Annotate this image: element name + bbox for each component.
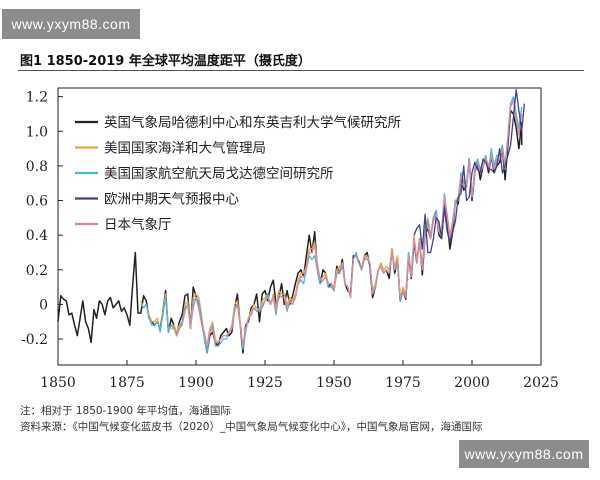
legend-label: 日本气象厅 — [104, 217, 172, 233]
x-tick-label: 1950 — [316, 375, 352, 391]
legend-label: 英国气象局哈德利中心和东英吉利大学气候研究所 — [104, 114, 401, 131]
y-tick-label: 0.6 — [26, 194, 48, 210]
y-tick-label: 1.2 — [26, 90, 48, 106]
series-layer — [57, 89, 526, 354]
source-note: 资料来源：《中国气候变化蓝皮书（2020）_中国气象局气候变化中心》，中国气象局… — [20, 421, 483, 433]
legend: 英国气象局哈德利中心和东英吉利大学气候研究所美国国家海洋和大气管理局美国国家航空… — [75, 114, 401, 233]
x-tick-label: 2025 — [523, 375, 559, 391]
footnote: 注：相对于 1850-1900 年平均值，海通国际 — [20, 405, 231, 417]
x-tick-label: 1850 — [40, 375, 76, 391]
figure-title: 图1 1850-2019 年全球平均温度距平（摄氏度） — [20, 54, 311, 69]
y-axis: -0.2 0 0.2 0.4 0.6 0.8 1.0 1.2 — [21, 90, 63, 348]
x-tick-label: 1925 — [247, 375, 283, 391]
x-tick-label: 2000 — [454, 375, 490, 391]
x-tick-label: 1875 — [109, 375, 145, 391]
watermark-top: www.yxym88.com — [2, 9, 140, 39]
y-tick-label: 0.4 — [26, 228, 48, 244]
x-tick-label: 1900 — [178, 375, 214, 391]
legend-label: 美国国家海洋和大气管理局 — [104, 140, 266, 157]
x-tick-label: 1975 — [385, 375, 421, 391]
title-rule — [18, 70, 584, 71]
y-tick-label: 1.0 — [26, 124, 48, 140]
series-line — [171, 99, 523, 347]
legend-label: 美国国家航空航天局戈达德空间研究所 — [104, 165, 334, 182]
series-line — [140, 99, 523, 347]
series-line — [413, 89, 526, 254]
y-tick-label: 0 — [39, 297, 48, 313]
legend-label: 欧洲中期天气预报中心 — [104, 192, 239, 208]
temperature-anomaly-chart: -0.2 0 0.2 0.4 0.6 0.8 1.0 1.2 1850 1875 1900 1925… — [21, 87, 559, 391]
y-tick-label: 0.2 — [26, 263, 48, 279]
y-tick-label: 0.8 — [26, 159, 48, 175]
y-tick-label: -0.2 — [21, 332, 48, 348]
plot-area-frame — [57, 87, 542, 366]
x-axis: 1850 1875 1900 1925 1950 1975 2000 2025 — [40, 360, 559, 391]
series-line — [140, 96, 523, 354]
watermark-bottom: www.yxym88.com — [459, 440, 589, 468]
